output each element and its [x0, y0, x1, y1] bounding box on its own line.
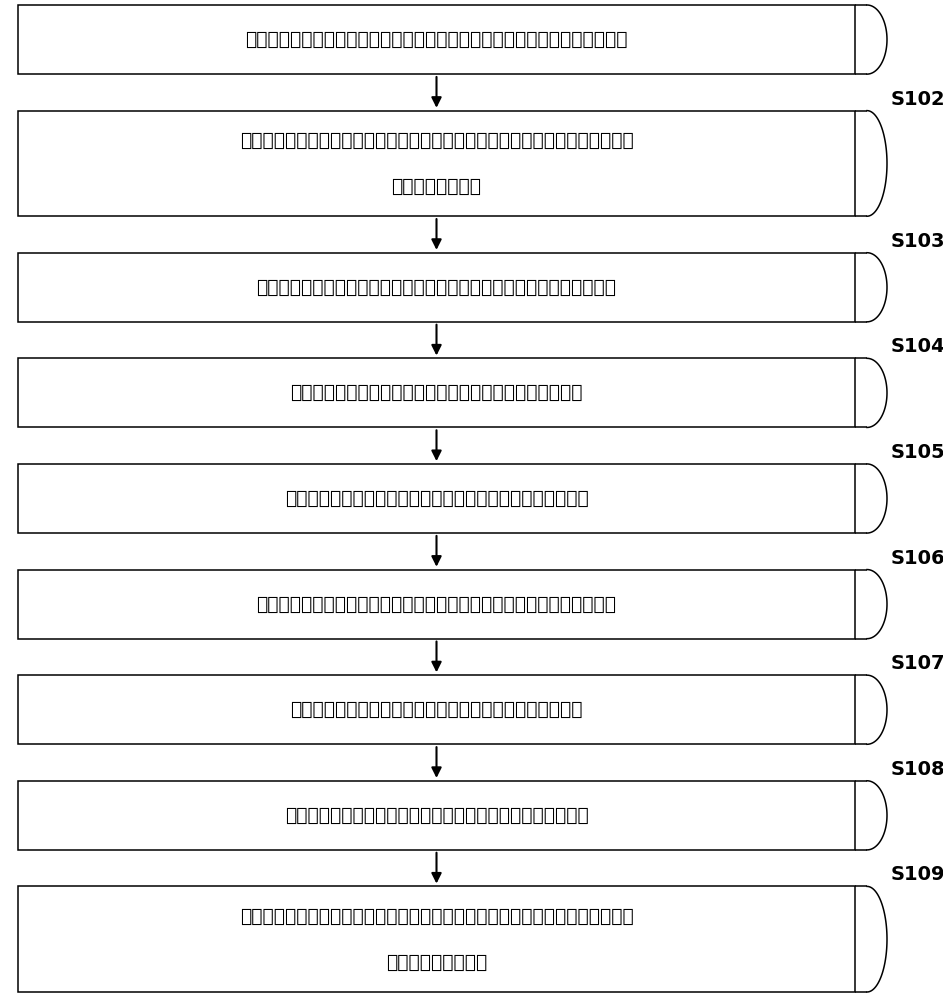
Bar	[18, 464, 855, 533]
Bar	[18, 570, 855, 639]
Text: 对所述虚数向量滤波序列进行积分运算，生成虚数向量积分值: 对所述虚数向量滤波序列进行积分运算，生成虚数向量积分值	[285, 806, 588, 825]
Text: 对所述实数向量序列进行数字滤波，生成实数向量滤波序列: 对所述实数向量序列进行数字滤波，生成实数向量滤波序列	[290, 383, 583, 402]
Text: 对所述实数向量滤波序列进行积分运算，生成实数向量积分值: 对所述实数向量滤波序列进行积分运算，生成实数向量积分值	[285, 489, 588, 508]
Text: S107: S107	[891, 654, 943, 673]
Text: 对所述采样数据序列的基波频率进行初测，获得初步基波频率，并以所述初步基: 对所述采样数据序列的基波频率进行初测，获得初步基波频率，并以所述初步基	[240, 131, 634, 150]
Text: 根据预设的正弦参数转换规则，将所述实数向量积分值和所述虚数向量积分值转: 根据预设的正弦参数转换规则，将所述实数向量积分值和所述虚数向量积分值转	[240, 906, 634, 925]
Bar	[18, 5, 855, 74]
Text: S108: S108	[891, 760, 943, 779]
Bar	[18, 886, 855, 992]
Text: 将所述参考频率的余弦函数与所述采样数据序列相乘，生成实数向量序列: 将所述参考频率的余弦函数与所述采样数据序列相乘，生成实数向量序列	[256, 278, 617, 297]
Text: 波频率为参考频率: 波频率为参考频率	[391, 177, 482, 196]
Text: S101: S101	[891, 0, 943, 3]
Text: 换为相应的正弦参数: 换为相应的正弦参数	[386, 953, 488, 972]
Text: S105: S105	[891, 443, 943, 462]
Text: S106: S106	[891, 549, 943, 568]
Text: 对所述虚数向量序列进行数字滤波，生成虚数向量滤波序列: 对所述虚数向量序列进行数字滤波，生成虚数向量滤波序列	[290, 700, 583, 719]
Text: S104: S104	[891, 337, 943, 356]
Bar	[18, 358, 855, 427]
Bar	[18, 111, 855, 216]
Bar	[18, 675, 855, 744]
Bar	[18, 781, 855, 850]
Text: S109: S109	[891, 865, 943, 884]
Text: 根据预设时间长度和预设采样频率，对电力信号进行采样，生成采样数据序列: 根据预设时间长度和预设采样频率，对电力信号进行采样，生成采样数据序列	[245, 30, 628, 49]
Text: S102: S102	[891, 90, 943, 109]
Text: 将所述参考频率的正弦函数与所述采样数据序列相乘，获得虚数向量序列: 将所述参考频率的正弦函数与所述采样数据序列相乘，获得虚数向量序列	[256, 595, 617, 614]
Bar	[18, 253, 855, 322]
Text: S103: S103	[891, 232, 943, 251]
